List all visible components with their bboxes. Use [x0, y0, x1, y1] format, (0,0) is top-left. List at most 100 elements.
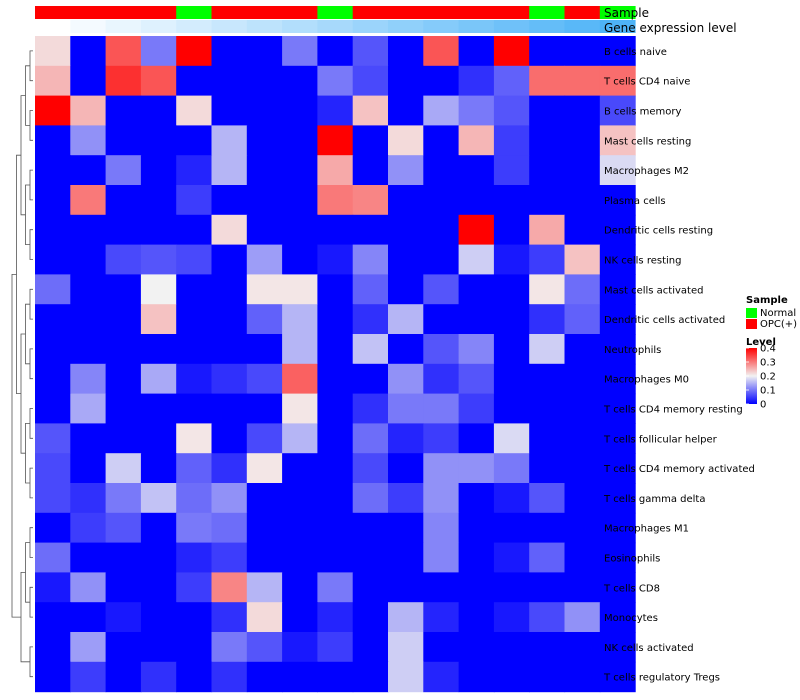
heatmap-cell	[70, 423, 107, 454]
heatmap-cell	[70, 602, 107, 633]
expression-annotation-cell	[246, 20, 283, 33]
heatmap-cell	[529, 572, 566, 603]
expression-annotation-cell	[529, 20, 565, 33]
heatmap-cell	[317, 572, 354, 603]
heatmap-cell	[70, 65, 107, 97]
heatmap-cell	[70, 572, 107, 603]
heatmap-cell	[388, 274, 424, 305]
row-dendrogram	[11, 50, 33, 678]
heatmap-cell	[599, 185, 636, 216]
heatmap-cell	[529, 214, 566, 246]
heatmap-cell	[317, 363, 354, 395]
heatmap-cell	[599, 661, 636, 693]
heatmap-cell	[317, 274, 354, 305]
level-tick-label: 0	[760, 400, 766, 411]
heatmap-cell	[599, 572, 636, 603]
heatmap-cell	[564, 542, 601, 573]
heatmap-cell	[388, 363, 424, 395]
heatmap-cell	[423, 542, 460, 573]
heatmap-cell	[423, 602, 460, 633]
heatmap-cell	[176, 155, 213, 186]
heatmap-cell	[35, 155, 71, 186]
expression-annotation-cell	[458, 20, 495, 33]
heatmap-cell	[211, 661, 248, 693]
row-label: NK cells resting	[604, 256, 681, 267]
heatmap-cell	[458, 185, 495, 216]
row-label: Monocytes	[604, 613, 658, 624]
heatmap-cell	[211, 244, 248, 275]
heatmap-cell	[140, 155, 177, 186]
heatmap-cell	[140, 483, 177, 514]
heatmap-cell	[140, 334, 177, 365]
heatmap-cell	[352, 334, 389, 365]
expression-annotation-cell	[70, 20, 107, 33]
row-label: Mast cells resting	[604, 136, 691, 147]
heatmap-cell	[282, 423, 318, 454]
dendrogram-link	[29, 348, 33, 380]
heatmap-cell	[458, 155, 495, 186]
heatmap-cell	[105, 95, 142, 126]
row-label: T cells regulatory Tregs	[603, 673, 720, 684]
dendrogram-link	[29, 527, 33, 558]
heatmap-cell	[70, 155, 107, 186]
level-tick-label: 0.2	[760, 372, 776, 383]
heatmap-cell	[599, 512, 636, 544]
column-annotations	[35, 6, 636, 33]
heatmap-cell	[388, 632, 424, 663]
heatmap-cell	[105, 602, 142, 633]
heatmap-cell	[493, 393, 530, 424]
heatmap-cell	[211, 602, 248, 633]
heatmap-cell	[352, 214, 389, 246]
heatmap-cell	[105, 423, 142, 454]
heatmap-cell	[493, 542, 530, 573]
heatmap-cell	[317, 453, 354, 484]
heatmap-cell	[423, 334, 460, 365]
heatmap-cell	[352, 155, 389, 186]
heatmap-cell	[317, 244, 354, 275]
heatmap-cell	[105, 185, 142, 216]
dendrogram-link	[29, 229, 33, 260]
heatmap-cell	[246, 125, 283, 156]
sample-annotation-cell	[282, 6, 318, 19]
heatmap-cell	[388, 65, 424, 97]
heatmap-cell	[246, 512, 283, 544]
heatmap-cell	[564, 661, 601, 693]
heatmap-cell	[352, 36, 389, 67]
dendrogram-link	[29, 288, 33, 320]
heatmap-cell	[388, 214, 424, 246]
dendrogram-link	[25, 65, 30, 126]
heatmap-cell	[317, 602, 354, 633]
heatmap-cell	[529, 65, 566, 97]
heatmap-cell	[176, 602, 213, 633]
heatmap-cell	[458, 36, 495, 67]
heatmap-cell	[529, 36, 566, 67]
heatmap-cell	[211, 65, 248, 97]
heatmap-cell	[352, 65, 389, 97]
heatmap-cell	[388, 95, 424, 126]
heatmap-cell	[140, 185, 177, 216]
heatmap-cell	[458, 542, 495, 573]
heatmap-cell	[35, 483, 71, 514]
heatmap-cell	[282, 36, 318, 67]
heatmap-cell	[493, 334, 530, 365]
heatmap-cell	[70, 334, 107, 365]
heatmap-cell	[529, 661, 566, 693]
heatmap-cell	[564, 185, 601, 216]
expression-annotation-cell	[35, 20, 71, 33]
heatmap-cell	[352, 602, 389, 633]
heatmap-cell	[564, 274, 601, 305]
heatmap-cell	[282, 542, 318, 573]
heatmap-cell	[529, 393, 566, 424]
heatmap-cell	[282, 155, 318, 186]
heatmap-cell	[599, 542, 636, 573]
heatmap-cell	[529, 542, 566, 573]
heatmap-cell	[211, 214, 248, 246]
heatmap-cell	[599, 65, 636, 97]
heatmap-cell	[282, 304, 318, 335]
row-label: B cells memory	[604, 107, 681, 118]
row-label: NK cells activated	[604, 643, 694, 654]
heatmap-cell	[599, 393, 636, 424]
sample-annotation-label: Sample	[604, 6, 649, 20]
dendrogram-link	[29, 586, 33, 618]
heatmap-cell	[599, 602, 636, 633]
